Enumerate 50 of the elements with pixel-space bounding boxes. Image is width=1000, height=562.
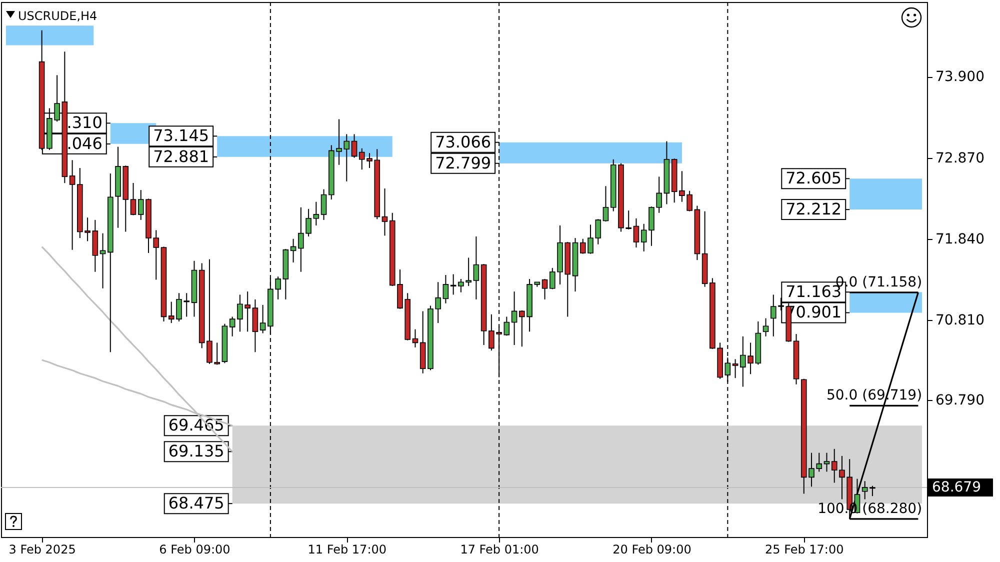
candlestick xyxy=(290,238,296,263)
candlestick xyxy=(762,318,769,337)
x-tick-label: 17 Feb 01:00 xyxy=(460,542,539,556)
candlestick xyxy=(320,188,327,220)
candlestick xyxy=(542,278,548,300)
x-tick-label: 3 Feb 2025 xyxy=(8,542,76,556)
candlestick xyxy=(229,316,236,337)
annotation: 72.212 xyxy=(786,200,842,219)
candlestick xyxy=(412,328,418,348)
candlestick xyxy=(130,182,136,216)
ref-line-label: 68.679 xyxy=(932,480,981,496)
annotation: .310 xyxy=(66,113,102,132)
y-tick-label: 70.810 xyxy=(936,312,984,328)
candlestick xyxy=(824,452,830,472)
annotation: .046 xyxy=(66,134,102,153)
candlestick xyxy=(69,160,76,250)
candlestick xyxy=(511,291,518,346)
annotation: 69.135 xyxy=(168,442,224,461)
y-tick-label: 72.870 xyxy=(936,150,984,166)
x-tick-label: 6 Feb 09:00 xyxy=(159,542,230,556)
text: USCRUDE,H4 xyxy=(18,9,98,23)
annotation: 72.605 xyxy=(786,168,842,188)
candlestick xyxy=(640,223,647,252)
candlestick xyxy=(862,480,868,500)
candlestick xyxy=(351,134,358,158)
annotation: 72.881 xyxy=(153,146,210,166)
x-tick-label: 11 Feb 17:00 xyxy=(308,542,387,556)
candlestick xyxy=(252,298,258,353)
candlestick xyxy=(504,316,510,336)
annotation: 73.066 xyxy=(435,132,492,152)
candlestick xyxy=(313,201,320,226)
candlestick xyxy=(382,188,388,236)
candlestick xyxy=(602,186,609,222)
y-tick-label: 69.790 xyxy=(936,392,984,409)
candlestick xyxy=(260,304,266,334)
annotation: 68.475 xyxy=(168,494,224,513)
candlestick xyxy=(732,358,738,379)
candlestick xyxy=(473,236,480,300)
candlestick xyxy=(450,274,456,296)
candlestick xyxy=(442,274,449,304)
annotation: 69.465 xyxy=(168,416,224,435)
annotation: 73.145 xyxy=(153,126,210,146)
x-tick-label: 25 Feb 17:00 xyxy=(765,542,844,556)
candlestick xyxy=(100,232,106,289)
candlestick xyxy=(633,218,640,248)
y-tick-label: 71.840 xyxy=(936,231,984,248)
candlestick xyxy=(870,485,876,497)
x-tick-label: 20 Feb 09:00 xyxy=(612,542,692,556)
y-tick-label: 73.900 xyxy=(936,69,984,86)
annotation: 72.799 xyxy=(435,153,492,172)
